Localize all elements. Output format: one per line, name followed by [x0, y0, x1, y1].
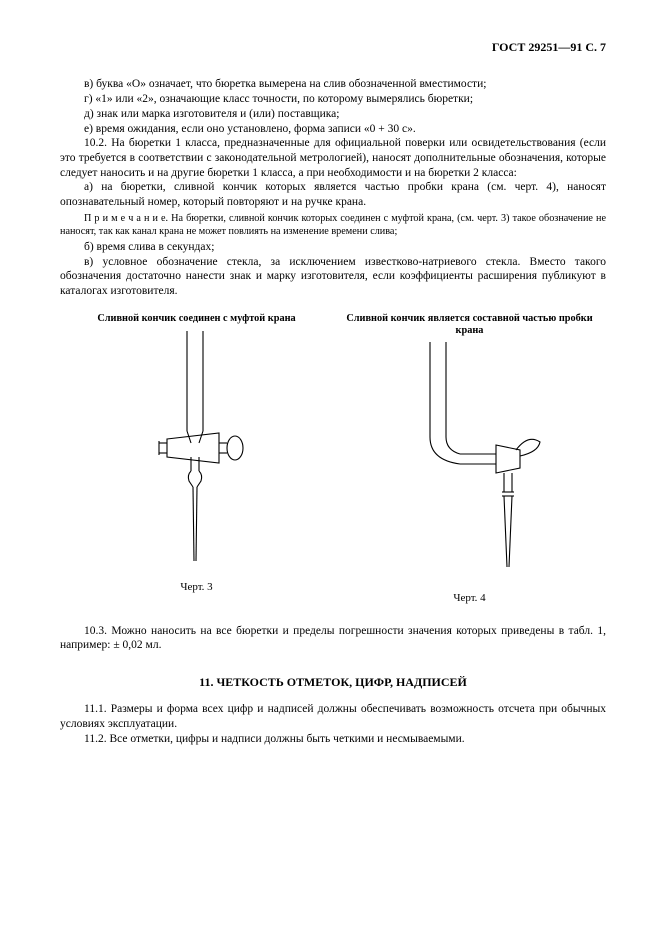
para-11-2: 11.2. Все отметки, цифры и надписи должн…: [60, 732, 606, 747]
para-v: в) буква «О» означает, что бюретка вымер…: [60, 77, 606, 92]
figure-4-label: Черт. 4: [453, 591, 485, 605]
figure-4-col: Сливной кончик является составной частью…: [333, 313, 606, 606]
page: ГОСТ 29251—91 С. 7 в) буква «О» означает…: [0, 0, 661, 936]
figure-3-caption: Сливной кончик соединен с муфтой крана: [97, 313, 295, 325]
figure-3-col: Сливной кончик соединен с муфтой крана: [60, 313, 333, 606]
note: П р и м е ч а н и е. На бюретки, сливной…: [60, 212, 606, 238]
para-11-1: 11.1. Размеры и форма всех цифр и надпис…: [60, 702, 606, 731]
figure-3-label: Черт. 3: [180, 580, 212, 594]
para-d: д) знак или марка изготовителя и (или) п…: [60, 107, 606, 122]
para-e: е) время ожидания, если оно установлено,…: [60, 122, 606, 137]
figure-4-caption: Сливной кончик является составной частью…: [333, 313, 606, 337]
figure-4-svg: [370, 342, 570, 587]
para-10-2: 10.2. На бюретки 1 класса, предназначенн…: [60, 136, 606, 180]
para-10-2-a: а) на бюретки, сливной кончик которых яв…: [60, 180, 606, 209]
para-g: г) «1» или «2», означающие класс точност…: [60, 92, 606, 107]
para-10-2-v: в) условное обозначение стекла, за исклю…: [60, 255, 606, 299]
figure-3-svg: [107, 331, 287, 576]
page-header: ГОСТ 29251—91 С. 7: [60, 40, 606, 55]
para-10-3: 10.3. Можно наносить на все бюретки и пр…: [60, 624, 606, 653]
section-11-title: 11. ЧЕТКОСТЬ ОТМЕТОК, ЦИФР, НАДПИСЕЙ: [60, 675, 606, 690]
figures-row: Сливной кончик соединен с муфтой крана: [60, 313, 606, 606]
para-10-2-b: б) время слива в секундах;: [60, 240, 606, 255]
